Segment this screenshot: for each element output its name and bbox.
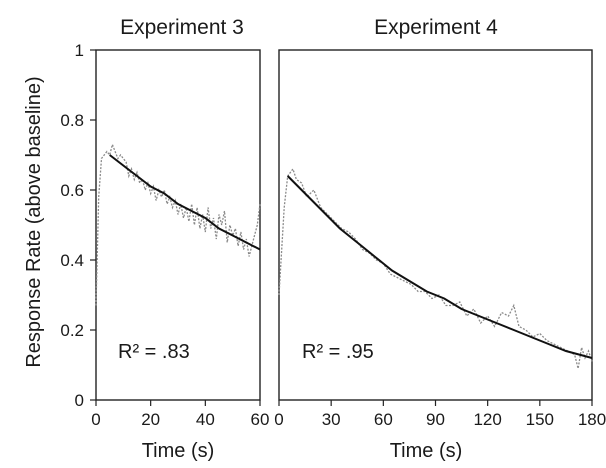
fit-curve	[109, 154, 261, 251]
response-rate-line	[278, 167, 593, 369]
y-tick-label: 0	[75, 391, 84, 410]
series-experiment-3	[95, 142, 261, 306]
x-tick-label: 0	[274, 410, 283, 429]
x-tick-label: 20	[141, 410, 160, 429]
panel-experiment-3: Experiment 3 0 0.2 0.4 0.6 0.8 1 0 20 40 60 R² =…	[60, 16, 269, 462]
x-tick-label: 180	[578, 410, 606, 429]
x-tick-label: 150	[526, 410, 554, 429]
x-tick-label: 0	[91, 410, 100, 429]
x-axis-label-experiment-4: Time (s)	[390, 440, 463, 462]
x-tick-label: 120	[473, 410, 501, 429]
response-rate-line	[95, 142, 261, 306]
y-tick-label: 0.4	[60, 251, 84, 270]
panel-title-experiment-3: Experiment 3	[120, 16, 244, 39]
x-axis-ticks-experiment-4: 0 30 60 90 120 150 180	[274, 400, 606, 429]
y-tick-label: 0.8	[60, 111, 84, 130]
panel-title-experiment-4: Experiment 4	[374, 16, 498, 39]
x-tick-label: 40	[196, 410, 215, 429]
x-axis-ticks-experiment-3: 0 20 40 60	[91, 400, 269, 429]
y-tick-label: 1	[75, 41, 84, 60]
panel-experiment-4: Experiment 4 0 30 60 90 120 150 180 R² = .95 T…	[274, 16, 606, 462]
y-axis-label: Response Rate (above baseline)	[23, 76, 45, 367]
x-axis-label-experiment-3: Time (s)	[142, 440, 215, 462]
fit-curve	[286, 175, 593, 359]
r-squared-experiment-4: R² = .95	[302, 341, 374, 363]
r-squared-experiment-3: R² = .83	[118, 341, 190, 363]
plot-frame-experiment-3	[95, 49, 261, 401]
x-tick-label: 90	[426, 410, 445, 429]
y-tick-label: 0.2	[60, 321, 84, 340]
x-tick-label: 60	[251, 410, 270, 429]
x-tick-label: 60	[374, 410, 393, 429]
y-axis-ticks: 0 0.2 0.4 0.6 0.8 1	[60, 41, 96, 410]
y-tick-label: 0.6	[60, 181, 84, 200]
series-experiment-4	[278, 167, 593, 369]
x-tick-label: 30	[322, 410, 341, 429]
